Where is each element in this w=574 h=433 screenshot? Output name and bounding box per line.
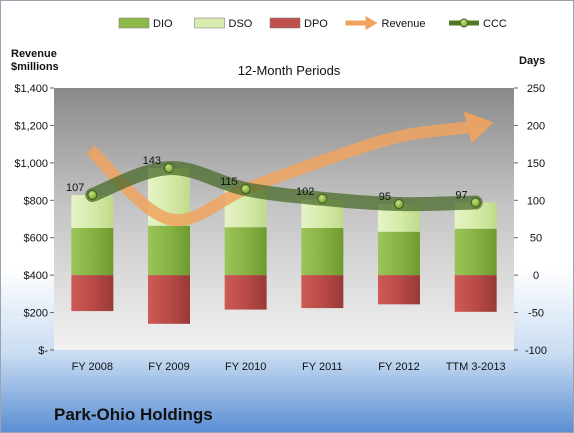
- right-tick-label: 150: [527, 158, 545, 170]
- ccc-data-label: 143: [143, 155, 161, 167]
- left-tick-label: $400: [24, 270, 48, 282]
- legend-swatch-arrowhead: [365, 16, 378, 30]
- left-tick-label: $-: [38, 345, 48, 357]
- legend-label: Revenue: [382, 18, 426, 30]
- bar-dpo: [224, 275, 267, 310]
- left-tick-label: $800: [24, 195, 48, 207]
- right-tick-label: 250: [527, 83, 545, 95]
- right-tick-label: 200: [527, 120, 545, 132]
- ccc-point: [470, 197, 481, 208]
- ccc-data-label: 95: [379, 191, 391, 203]
- revenue-series: [86, 111, 494, 227]
- left-axis: $- $200 $400 $600 $800 $1,000 $1,200 $1,400: [14, 83, 54, 357]
- right-tick-label: -100: [525, 345, 547, 357]
- ccc-point: [87, 190, 98, 201]
- right-tick-label: 50: [530, 233, 542, 245]
- legend-label: DIO: [153, 18, 173, 30]
- right-tick-label: 0: [533, 270, 539, 282]
- left-tick-label: $1,200: [14, 120, 48, 132]
- x-tick-label: FY 2008: [72, 361, 113, 373]
- bar-dio: [378, 231, 420, 276]
- ccc-point: [317, 193, 328, 204]
- x-tick-label: FY 2012: [378, 361, 419, 373]
- bar-dpo: [454, 275, 497, 312]
- x-tick-label: FY 2009: [148, 361, 189, 373]
- bar-dpo: [148, 275, 190, 324]
- right-axis: -100 -50 0 50 100 150 200 250: [514, 83, 547, 357]
- right-axis-title: Days: [519, 55, 545, 67]
- bar-dio: [454, 228, 497, 276]
- revenue-line: [86, 121, 469, 227]
- bar-dpo: [71, 275, 114, 312]
- bar-dio: [148, 225, 190, 276]
- company-name: Park-Ohio Holdings: [54, 405, 213, 424]
- ccc-data-label: 97: [455, 190, 467, 202]
- x-tick-label: FY 2011: [302, 361, 343, 373]
- ccc-series: 107 143 115 102 95 97: [66, 155, 483, 212]
- right-tick-label: 100: [527, 195, 545, 207]
- legend-label: CCC: [483, 18, 507, 30]
- legend-label: DPO: [304, 18, 328, 30]
- ccc-data-label: 115: [220, 176, 238, 188]
- ccc-point: [164, 163, 174, 174]
- left-axis-title-line1: Revenue: [11, 48, 57, 60]
- left-tick-label: $600: [24, 233, 48, 245]
- x-axis: FY 2008 FY 2009 FY 2010 FY 2011 FY 2012 TTM 3…: [72, 361, 506, 373]
- ccc-point: [240, 184, 251, 195]
- left-tick-label: $1,400: [14, 83, 48, 95]
- bar-dio: [71, 227, 114, 276]
- bar-dpo: [301, 275, 344, 309]
- bar-dpo: [378, 275, 420, 305]
- ccc-data-label: 102: [296, 186, 314, 198]
- revenue-arrowhead: [463, 111, 494, 144]
- legend-swatch: [194, 17, 225, 29]
- ccc-data-label: 107: [66, 182, 84, 194]
- ccc-point: [394, 199, 404, 210]
- legend: DIO DSO DPO Revenue CCC: [118, 16, 507, 30]
- bar-dio: [301, 227, 344, 276]
- right-tick-label: -50: [528, 308, 544, 320]
- legend-swatch: [118, 17, 150, 29]
- chart-title: 12-Month Periods: [238, 63, 341, 78]
- x-tick-label: FY 2010: [225, 361, 266, 373]
- left-tick-label: $200: [24, 308, 48, 320]
- legend-swatch: [269, 17, 301, 29]
- legend-swatch-dot: [459, 18, 469, 28]
- x-tick-label: TTM 3-2013: [446, 361, 506, 373]
- legend-label: DSO: [229, 18, 253, 30]
- left-axis-title-line2: $millions: [11, 61, 59, 73]
- bar-dio: [224, 227, 267, 276]
- left-tick-label: $1,000: [14, 158, 48, 170]
